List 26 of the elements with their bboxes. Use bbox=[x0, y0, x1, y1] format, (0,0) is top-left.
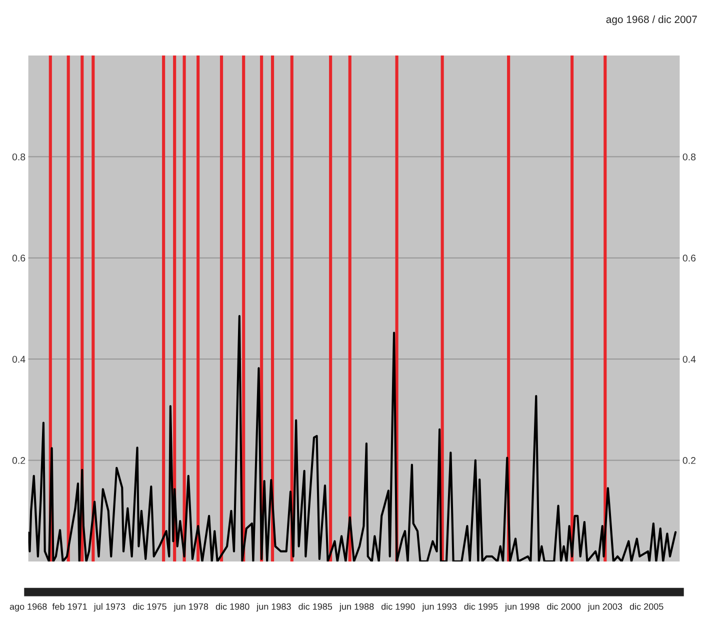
x-tick-label: dic 1975 bbox=[133, 603, 166, 610]
x-tick-label: jun 1978 bbox=[174, 603, 208, 612]
chart-title: ago 1968 / dic 2007 bbox=[606, 15, 697, 26]
x-tick-label: dic 2005 bbox=[630, 603, 664, 610]
x-tick-label: dic 1990 bbox=[381, 603, 415, 610]
line-series bbox=[28, 315, 677, 562]
y-tick-label: 0.4 bbox=[12, 356, 26, 363]
y-tick-label: 0.8 bbox=[12, 153, 26, 160]
x-tick-label: dic 2000 bbox=[547, 603, 581, 610]
y2-tick-label: 0.4 bbox=[682, 356, 696, 363]
x-tick-label: dic 1985 bbox=[298, 603, 332, 610]
y2-tick-label: 0.8 bbox=[682, 153, 696, 160]
y-tick-label: 0.2 bbox=[12, 457, 26, 464]
x-tick-label: jul 1973 bbox=[94, 603, 126, 612]
y2-tick-label: 0.2 bbox=[682, 457, 696, 464]
x-tick-label: jun 2003 bbox=[588, 603, 622, 612]
x-tick-label: jun 1998 bbox=[504, 603, 540, 612]
y-tick-label: 0.6 bbox=[12, 254, 26, 262]
y2-tick-label: 0.6 bbox=[682, 254, 696, 262]
x-tick-label: jun 1983 bbox=[256, 603, 291, 612]
x-tick-label: jun 1993 bbox=[422, 603, 456, 612]
x-tick-label: dic 1980 bbox=[216, 603, 250, 610]
x-tick-label: ago 1968 bbox=[10, 603, 47, 612]
x-tick-label: jun 1988 bbox=[339, 603, 374, 612]
x-tick-label: dic 1995 bbox=[464, 603, 498, 610]
x-tick-label: feb 1971 bbox=[52, 603, 87, 610]
